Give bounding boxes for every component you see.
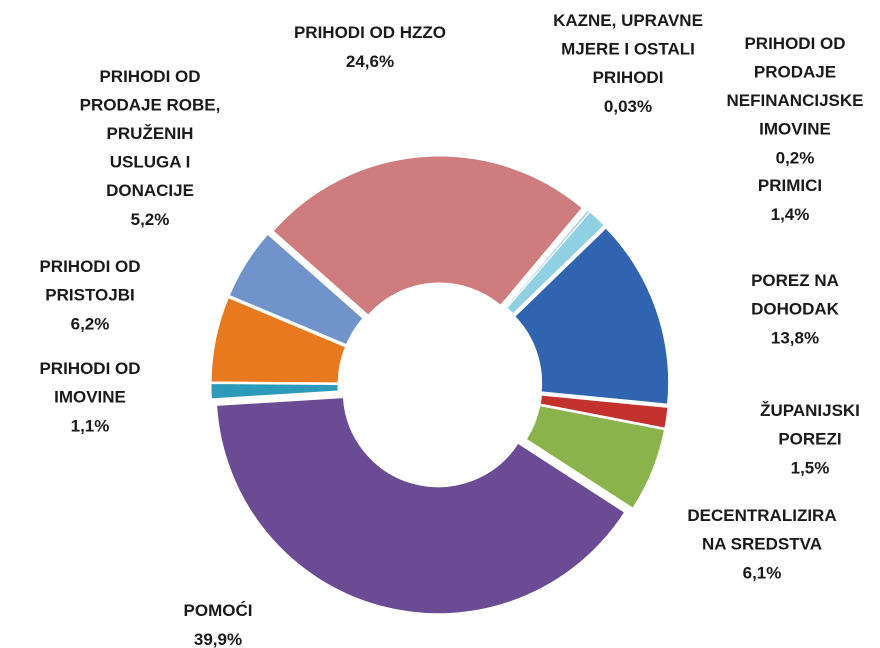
label-line: KAZNE, UPRAVNE — [553, 11, 703, 30]
value-label: 1,1% — [71, 416, 110, 435]
label-line: DOHODAK — [751, 300, 840, 319]
slice-label: DECENTRALIZIRA NA SREDSTVA — [687, 506, 836, 554]
value-label: 5,2% — [131, 210, 170, 229]
slice-label: PRIHODI OD IMOVINE — [39, 359, 140, 407]
label-line: PRIHODI — [593, 68, 664, 87]
label-line: PRIMICI — [758, 176, 822, 195]
slice-label: PRIHODI OD HZZO — [294, 23, 446, 42]
slice-label: PRIMICI — [758, 176, 822, 195]
label-line: PRODAJE ROBE, — [80, 96, 221, 115]
donut-slice — [506, 211, 605, 315]
value-label: 39,9% — [194, 630, 242, 648]
label-line: MJERE I OSTALI — [561, 40, 695, 59]
slice-label: PRIHODI OD PRISTOJBI — [39, 257, 140, 305]
label-line: PRIHODI OD — [39, 257, 140, 276]
label-line: PRODAJE — [754, 63, 836, 82]
value-label: 1,5% — [791, 458, 830, 477]
slice-label: KAZNE, UPRAVNE MJERE I OSTALI PRIHODI — [553, 11, 703, 87]
label-line: DECENTRALIZIRA — [687, 506, 836, 525]
label-line: POREZ NA — [751, 271, 839, 290]
label-line: POREZI — [778, 430, 841, 449]
label-line: PRIHODI OD — [99, 67, 200, 86]
label-line: PRUŽENIH — [107, 124, 194, 143]
label-line: DONACIJE — [106, 181, 194, 200]
donut-slice — [216, 397, 626, 615]
donut-slice — [210, 297, 347, 384]
label-line: PRISTOJBI — [45, 286, 134, 305]
value-label: 0,2% — [776, 148, 815, 167]
value-label: 1,4% — [771, 205, 810, 224]
slice-label: POREZ NA DOHODAK — [751, 271, 840, 319]
label-line: PRIHODI OD — [39, 359, 140, 378]
label-line: IMOVINE — [54, 388, 126, 407]
label-line: PRIHODI OD HZZO — [294, 23, 446, 42]
value-label: 0,03% — [604, 97, 652, 116]
donut-slice — [539, 394, 669, 429]
label-line: POMOĆI — [184, 601, 253, 620]
value-label: 6,2% — [71, 314, 110, 333]
label-line: ŽUPANIJSKI — [760, 401, 860, 420]
label-line: NEFINANCIJSKE — [727, 91, 864, 110]
label-line: IMOVINE — [759, 120, 831, 139]
donut-slice — [514, 227, 670, 405]
donut-slice — [210, 382, 339, 400]
value-label: 6,1% — [743, 563, 782, 582]
label-line: NA SREDSTVA — [702, 535, 822, 554]
value-label: 13,8% — [771, 328, 819, 347]
label-line: PRIHODI OD — [744, 34, 845, 53]
slice-label: POMOĆI — [184, 601, 253, 620]
donut-slice — [525, 405, 666, 509]
value-label: 24,6% — [346, 52, 394, 71]
label-line: USLUGA I — [110, 153, 191, 172]
slice-label: PRIHODI OD PRODAJE ROBE, PRUŽENIH USLUGA I D… — [80, 67, 221, 200]
slice-label: PRIHODI OD PRODAJE NEFINANCIJSKE IMOVINE — [727, 34, 864, 139]
slice-label: ŽUPANIJSKI POREZI — [760, 401, 860, 449]
donut-slice — [228, 233, 364, 346]
donut-slice — [272, 155, 583, 316]
